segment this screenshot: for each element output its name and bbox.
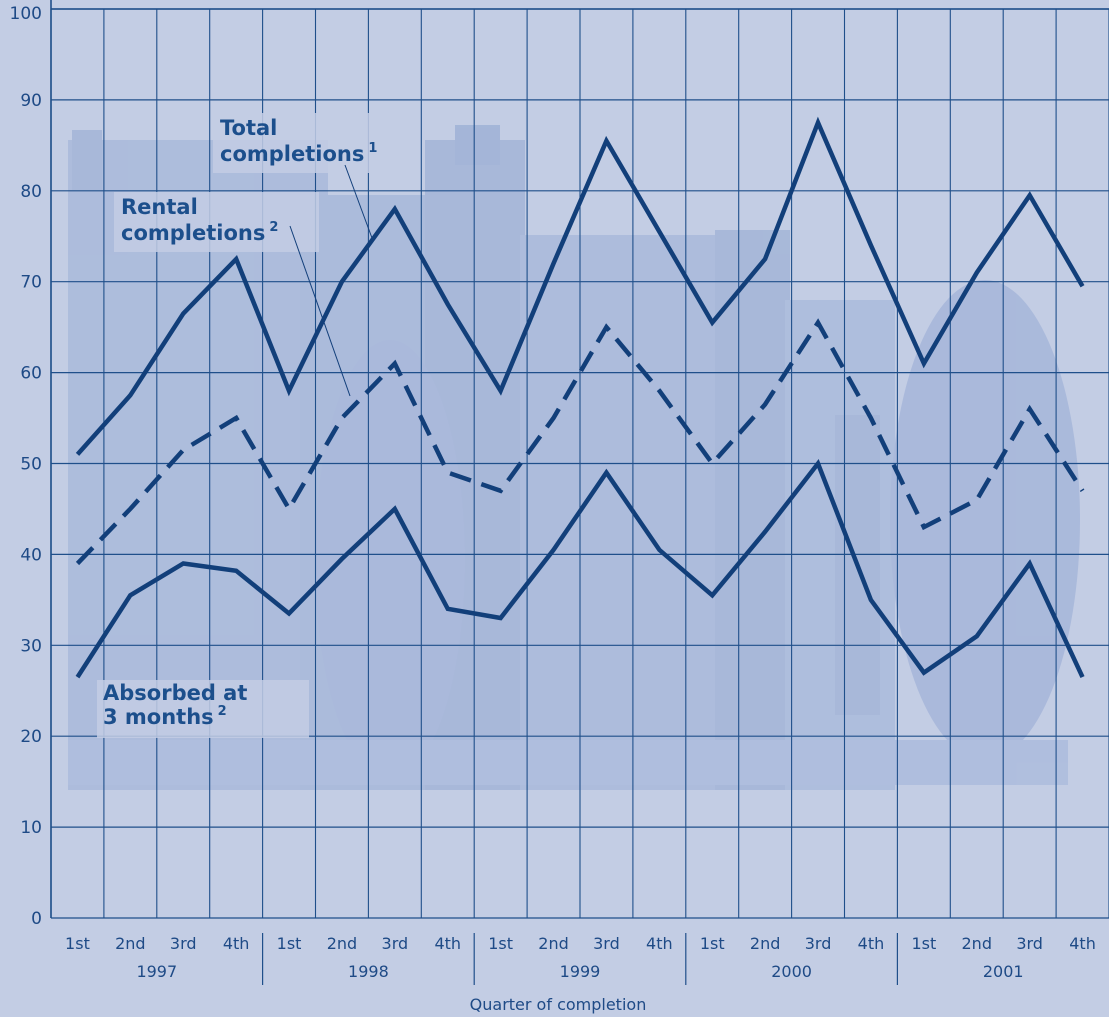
annotation-footnote: 1 <box>368 141 377 156</box>
annotation-text: completions 1 <box>220 141 377 166</box>
y-tick-label: 60 <box>20 364 42 384</box>
x-year-label: 1998 <box>348 962 389 981</box>
annotation-text: completions 2 <box>121 220 278 245</box>
series-line-rental-completions <box>75 318 1085 566</box>
x-tick-label: 2nd <box>962 934 992 953</box>
x-year-label: 2001 <box>983 962 1024 981</box>
y-tick-label: 70 <box>20 273 42 293</box>
x-tick-label: 4th <box>858 934 885 953</box>
x-tick-label: 4th <box>434 934 461 953</box>
annotation-background <box>213 113 418 173</box>
x-tick-label: 3rd <box>593 934 620 953</box>
x-year-label: 1997 <box>136 962 177 981</box>
x-tick-label: 3rd <box>805 934 832 953</box>
annotation-footnote: 2 <box>269 220 278 235</box>
y-tick-label: 90 <box>20 91 42 111</box>
annotation-leader <box>344 164 373 239</box>
x-year-label: 2000 <box>771 962 812 981</box>
x-tick-label: 1st <box>700 934 725 953</box>
y-tick-label: 20 <box>20 727 42 747</box>
x-tick-label: 1st <box>911 934 936 953</box>
x-axis-title: Quarter of completion <box>470 995 647 1014</box>
y-tick-label: 0 <box>31 909 42 929</box>
x-tick-label: 2nd <box>327 934 357 953</box>
x-tick-label: 2nd <box>750 934 780 953</box>
x-tick-label: 3rd <box>382 934 409 953</box>
series-lines <box>75 116 1085 679</box>
x-year-label: 1999 <box>560 962 601 981</box>
x-tick-label: 1st <box>488 934 513 953</box>
series-line-total-completions <box>75 116 1085 456</box>
annotation-footnote: 2 <box>218 704 227 719</box>
annotation-background <box>114 192 319 252</box>
y-tick-label: 10 <box>20 818 42 838</box>
annotation-text: Total <box>220 116 277 140</box>
x-tick-label: 3rd <box>1016 934 1043 953</box>
annotation-text: Absorbed at <box>103 681 247 705</box>
annotation-text: 3 months 2 <box>103 704 227 729</box>
x-tick-label: 4th <box>646 934 673 953</box>
y-tick-label: 40 <box>20 545 42 565</box>
y-axis: 0 10 20 30 40 50 60 70 80 90 100 <box>10 4 42 929</box>
x-tick-label: 1st <box>65 934 90 953</box>
annotation-text: Rental <box>121 195 198 219</box>
x-axis: 1st 2nd 3rd 4th 1st 2nd 3rd 4th 1st 2nd 3rd 4th 1st 2… <box>65 933 1096 985</box>
x-tick-label: 2nd <box>115 934 145 953</box>
x-tick-label: 4th <box>1069 934 1096 953</box>
y-tick-label: 50 <box>20 455 42 475</box>
x-tick-label: 2nd <box>538 934 568 953</box>
x-tick-label: 1st <box>277 934 302 953</box>
grid <box>50 0 1109 919</box>
series-line-absorbed-at-3-months <box>75 458 1085 679</box>
x-tick-label: 4th <box>223 934 250 953</box>
annotation-leader <box>289 225 351 397</box>
x-tick-label: 3rd <box>170 934 197 953</box>
y-tick-label: 30 <box>20 636 42 656</box>
annotation-background <box>97 680 309 738</box>
y-tick-label: 80 <box>20 182 42 202</box>
y-tick-label: 100 <box>10 4 42 24</box>
